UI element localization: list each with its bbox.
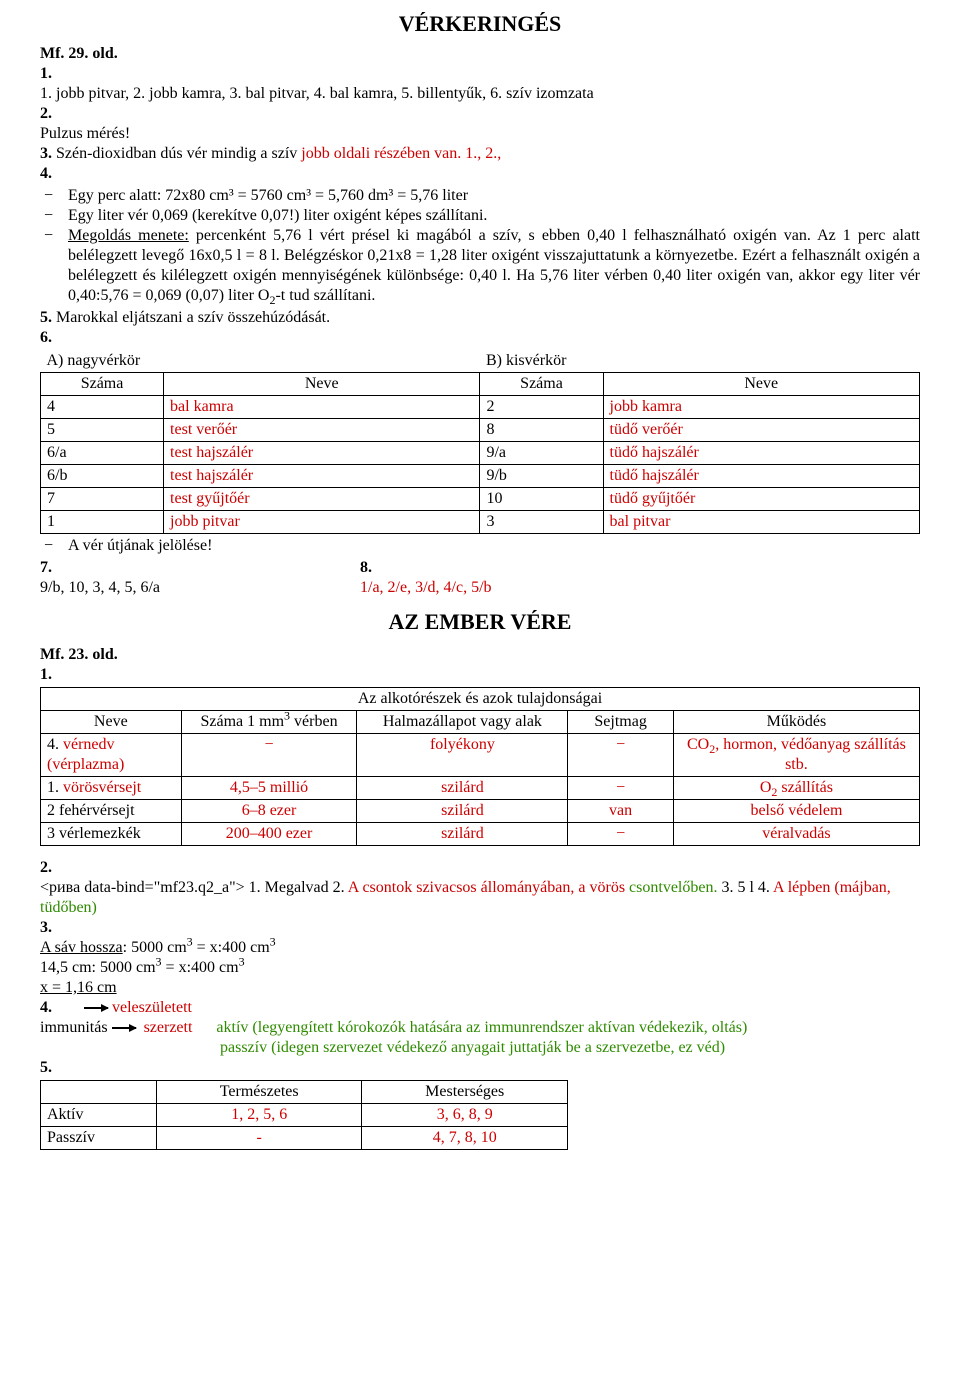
mf23-q2-line: <ривa data-bind="mf23.q2_a"> 1. Megalvad… — [40, 878, 920, 918]
table-row: 7test gyűjtőér10tüdő gyűjtőér — [41, 487, 920, 510]
veleszuletett-label: veleszületett — [112, 999, 192, 1016]
q6-num: 6. — [40, 328, 920, 348]
table-alkotoreszek: Az alkotórészek és azok tulajdonságai Ne… — [40, 687, 920, 846]
th-halmaz: Halmazállapot vagy alak — [357, 711, 568, 734]
th-mesterseges: Mesterséges — [362, 1081, 568, 1104]
th-neve-b: Neve — [603, 372, 919, 395]
mf23-q4-num: 4. — [40, 999, 52, 1016]
mf23-q3-num: 3. — [40, 918, 920, 938]
table-row: 1jobb pitvar3bal pitvar — [41, 510, 920, 533]
q1-answer: 1. jobb pitvar, 2. jobb kamra, 3. bal pi… — [40, 84, 920, 104]
q4-num: 4. — [40, 164, 920, 184]
th-neve: Neve — [41, 711, 182, 734]
q8-answer: 1/a, 2/e, 3/d, 4/c, 5/b — [360, 578, 492, 598]
bullet-ver-utja: A vér útjának jelölése! — [68, 536, 920, 556]
empty-cell — [41, 1081, 157, 1104]
q7-q8-row: 7. 9/b, 10, 3, 4, 5, 6/a 8. 1/a, 2/e, 3/… — [40, 558, 920, 598]
sav-line1: A sáv hossza: 5000 cm3 = x:400 cm3 — [40, 938, 920, 958]
q3-text-a: Szén-dioxidban dús vér mindig a szív — [56, 145, 301, 162]
after-table-bullet: A vér útjának jelölése! — [40, 536, 920, 556]
table-row: 6/atest hajszálér9/atüdő hajszálér — [41, 441, 920, 464]
page-title: VÉRKERINGÉS — [40, 10, 920, 38]
sav-line3: x = 1,16 cm — [40, 978, 920, 998]
bullet-3-underline: Megoldás menete: — [68, 227, 189, 244]
arrow-icon — [84, 1007, 108, 1009]
q1-num: 1. — [40, 64, 920, 84]
sav-line2: 14,5 cm: 5000 cm3 = x:400 cm3 — [40, 958, 920, 978]
mf29-heading: Mf. 29. old. — [40, 44, 920, 64]
table-immunitas-type: Természetes Mesterséges Aktív 1, 2, 5, 6… — [40, 1080, 568, 1150]
th-mukodes: Működés — [673, 711, 919, 734]
table-row: Passzív - 4, 7, 8, 10 — [41, 1127, 568, 1150]
mf23-q1-num: 1. — [40, 665, 920, 685]
section-title-ember-vere: AZ EMBER VÉRE — [40, 608, 920, 636]
table6-head-A: A) nagyvérkör — [41, 350, 480, 373]
q3-text-red: jobb oldali részében van. 1., 2., — [301, 145, 501, 162]
th-szama-b: Száma — [480, 372, 603, 395]
arrow-icon — [112, 1027, 136, 1029]
q3-num: 3. — [40, 145, 52, 162]
passziv-line: passzív (idegen szervezet védekező anyag… — [40, 1038, 920, 1058]
bullet-3: Megoldás menete: percenként 5,76 l vért … — [68, 226, 920, 306]
mf23-q2-num: 2. — [40, 859, 52, 876]
q2-answer: Pulzus mérés! — [40, 124, 920, 144]
table-row: 6/btest hajszálér9/btüdő hajszálér — [41, 464, 920, 487]
th-sejtmag: Sejtmag — [568, 711, 673, 734]
q2-num: 2. — [40, 104, 920, 124]
mf23-q5-num: 5. — [40, 1058, 920, 1078]
table-row: 1. vörösvérsejt 4,5–5 millió szilárd − O… — [41, 777, 920, 800]
q5-num: 5. — [40, 309, 52, 326]
table-verkorok: A) nagyvérkör B) kisvérkör Száma Neve Sz… — [40, 350, 920, 534]
bullet-1: Egy perc alatt: 72x80 cm³ = 5760 cm³ = 5… — [68, 186, 920, 206]
table1-caption: Az alkotórészek és azok tulajdonságai — [41, 688, 920, 711]
th-termeszetes: Természetes — [156, 1081, 362, 1104]
q5-text: Marokkal eljátszani a szív összehúzódásá… — [56, 309, 330, 326]
table-row: 4. vérnedv (vérplazma) − folyékony − CO2… — [41, 734, 920, 777]
table-row: 4bal kamra2jobb kamra — [41, 395, 920, 418]
th-szama: Száma 1 mm3 vérben — [181, 711, 357, 734]
table-row: Aktív 1, 2, 5, 6 3, 6, 8, 9 — [41, 1104, 568, 1127]
table6-head-B: B) kisvérkör — [480, 350, 920, 373]
q7-answer: 9/b, 10, 3, 4, 5, 6/a — [40, 578, 160, 598]
q7-num: 7. — [40, 558, 160, 578]
q4-bullets: Egy perc alatt: 72x80 cm³ = 5760 cm³ = 5… — [40, 186, 920, 306]
table-row: 2 fehérvérsejt 6–8 ezer szilárd van bels… — [41, 800, 920, 823]
immunitas-line: immunitás szerzett aktív (legyengített k… — [40, 1018, 920, 1038]
bullet-2: Egy liter vér 0,069 (kerekítve 0,07!) li… — [68, 206, 920, 226]
mf23-heading: Mf. 23. old. — [40, 645, 920, 665]
table-row: 5test verőér8tüdő verőér — [41, 418, 920, 441]
th-szama-a: Száma — [41, 372, 164, 395]
th-neve-a: Neve — [164, 372, 480, 395]
q8-num: 8. — [360, 558, 492, 578]
table-row: 3 vérlemezkék 200–400 ezer szilárd − vér… — [41, 823, 920, 846]
